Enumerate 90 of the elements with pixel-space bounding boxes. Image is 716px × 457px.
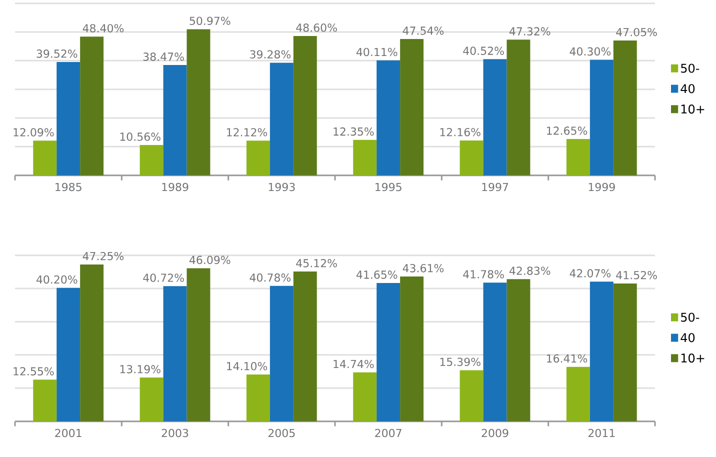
data-label: 45.12% (296, 258, 337, 268)
bar (163, 286, 187, 422)
data-label: 41.65% (356, 270, 398, 279)
data-label: 42.83% (509, 266, 550, 275)
bar (246, 374, 270, 422)
data-label: 12.09% (14, 128, 54, 136)
bar (400, 38, 424, 176)
x-tick-label: 2005 (268, 428, 295, 438)
bar (590, 281, 614, 422)
legend-label: 50- (681, 312, 700, 322)
data-label: 40.72% (143, 273, 184, 282)
bar (140, 377, 164, 422)
data-label: 48.40% (82, 24, 124, 32)
data-label: 12.65% (546, 126, 588, 135)
bar (483, 282, 507, 422)
legend-label: 50- (681, 64, 700, 73)
bar (460, 370, 484, 422)
bar (400, 276, 424, 422)
bar (140, 144, 164, 176)
bar (56, 62, 80, 176)
data-label: 14.10% (227, 362, 268, 370)
data-label: 12.12% (227, 128, 268, 136)
legend-label: 10+ (681, 353, 704, 362)
bar (163, 64, 187, 176)
bar (566, 366, 590, 422)
bar (293, 36, 317, 176)
data-label: 39.52% (36, 49, 78, 58)
data-label: 16.41% (546, 354, 588, 362)
bar (483, 59, 507, 176)
data-label: 13.19% (120, 364, 160, 374)
bar (590, 60, 614, 176)
bar (376, 282, 400, 422)
x-tick-label: 1993 (268, 182, 295, 192)
x-tick-label: 2011 (588, 428, 615, 438)
data-label: 10.56% (120, 132, 160, 141)
data-label: 50.97% (190, 16, 230, 25)
x-tick-label: 1995 (376, 182, 402, 192)
data-label: 42.07% (570, 268, 611, 278)
bar (613, 40, 637, 176)
x-tick-label: 2009 (482, 428, 508, 438)
x-tick-label: 2001 (55, 428, 82, 438)
bar (506, 40, 530, 176)
data-label: 14.74% (334, 360, 374, 368)
x-tick-label: 1989 (162, 182, 188, 192)
data-label: 40.78% (250, 273, 291, 282)
x-tick-label: 1985 (56, 182, 82, 192)
data-label: 47.05% (616, 28, 657, 36)
legend-label: 10+ (681, 104, 704, 114)
bar (270, 62, 294, 176)
data-label: 47.54% (402, 26, 444, 35)
bar (613, 283, 637, 422)
data-label: 40.11% (356, 48, 398, 56)
bar (33, 140, 57, 176)
bar (566, 138, 590, 176)
data-label: 41.78% (463, 270, 504, 278)
data-label: 43.61% (402, 264, 444, 272)
bar (293, 271, 317, 422)
bar (56, 288, 80, 422)
data-label: 12.55% (14, 366, 54, 376)
bar (460, 140, 484, 176)
bar (186, 268, 210, 422)
x-tick-label: 1999 (588, 182, 615, 192)
bar (80, 36, 104, 176)
x-tick-label: 2003 (162, 428, 188, 438)
data-label: 12.35% (334, 127, 374, 136)
legend-label: 40 (680, 84, 695, 94)
data-label: 39.28% (250, 50, 291, 58)
data-label: 40.52% (463, 46, 504, 55)
bar (353, 140, 377, 176)
data-label: 15.39% (440, 358, 480, 366)
data-label: 38.47% (143, 52, 184, 61)
data-label: 47.25% (82, 252, 124, 260)
bar (506, 278, 530, 422)
bar (353, 372, 377, 422)
bar (33, 379, 57, 422)
bar (186, 29, 210, 176)
bar (246, 140, 270, 176)
data-label: 48.60% (296, 23, 337, 32)
x-tick-label: 2007 (375, 428, 402, 438)
data-label: 12.16% (440, 128, 480, 136)
legend-label: 40 (680, 332, 695, 342)
data-label: 46.09% (189, 256, 230, 264)
x-tick-label: 1997 (482, 182, 508, 192)
data-label: 40.20% (36, 275, 78, 284)
bar (80, 264, 104, 422)
bar (270, 286, 294, 422)
bar (376, 60, 400, 176)
data-label: 40.30% (570, 47, 611, 56)
data-label: 41.52% (616, 270, 657, 280)
data-label: 47.32% (509, 27, 550, 36)
